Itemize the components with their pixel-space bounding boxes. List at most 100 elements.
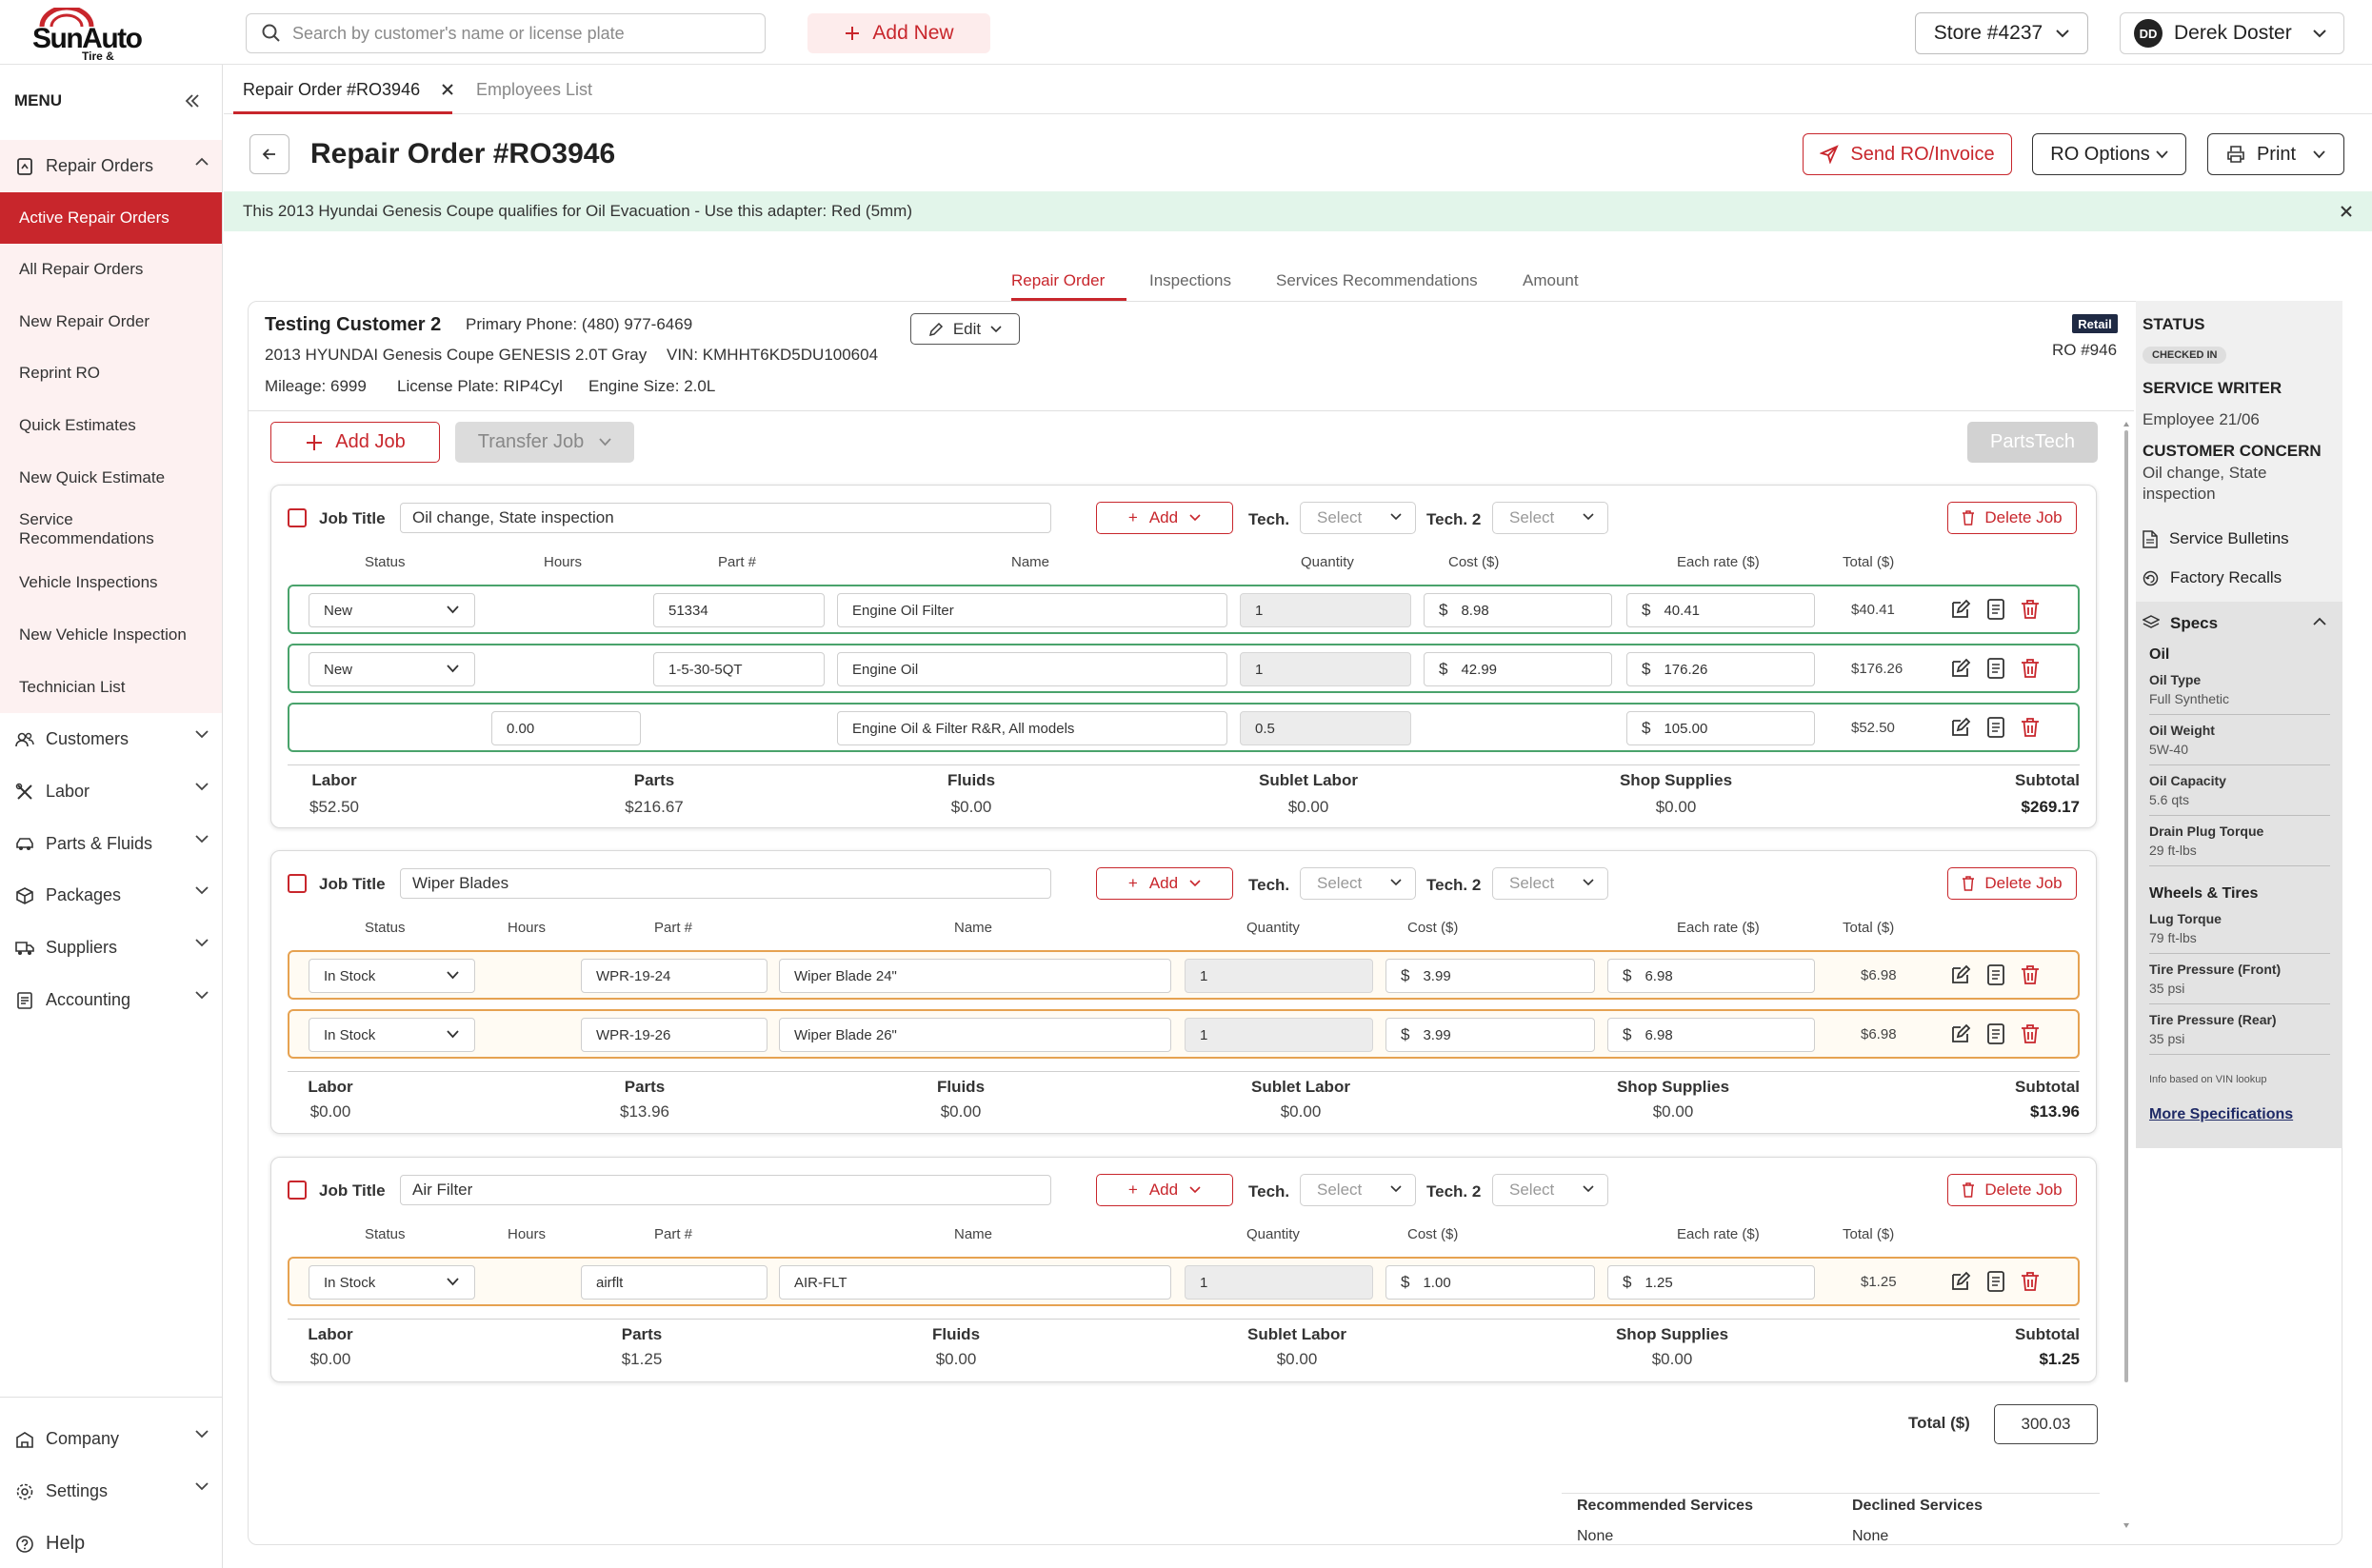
close-icon[interactable] xyxy=(441,83,454,96)
part-name-input[interactable]: Wiper Blade 24" xyxy=(779,959,1171,993)
add-job-button[interactable]: Add Job xyxy=(270,422,440,463)
part-number-input[interactable]: 1-5-30-5QT xyxy=(653,652,825,686)
sidebar-group-customers[interactable]: Customers xyxy=(0,713,222,765)
partstech-button[interactable]: PartsTech xyxy=(1967,422,2098,463)
cost-input[interactable]: $3.99 xyxy=(1385,1018,1595,1052)
edit-icon[interactable] xyxy=(1950,964,1971,985)
notes-icon[interactable] xyxy=(1986,599,2005,620)
tech-select[interactable]: Select xyxy=(1300,1174,1416,1206)
job-checkbox[interactable] xyxy=(288,1181,307,1200)
trash-icon[interactable] xyxy=(2021,658,2040,679)
sidebar-group-accounting[interactable]: Accounting xyxy=(0,974,222,1026)
part-name-input[interactable]: AIR-FLT xyxy=(779,1265,1171,1300)
tab-repair-order[interactable]: Repair Order #RO3946 xyxy=(243,65,454,114)
ro-options-button[interactable]: RO Options xyxy=(2032,133,2186,175)
job-title-input[interactable]: Wiper Blades xyxy=(400,868,1051,899)
quantity-input[interactable]: 1 xyxy=(1240,593,1411,627)
job-checkbox[interactable] xyxy=(288,508,307,527)
edit-icon[interactable] xyxy=(1950,658,1971,679)
job-checkbox[interactable] xyxy=(288,874,307,893)
each-rate-input[interactable]: $105.00 xyxy=(1626,711,1815,745)
part-number-input[interactable]: airflt xyxy=(581,1265,767,1300)
quantity-input[interactable]: 1 xyxy=(1185,959,1373,993)
main-scrollbar[interactable] xyxy=(2123,419,2130,1533)
sidebar-item-technician-list[interactable]: Technician List xyxy=(19,678,126,696)
sidebar-group-labor[interactable]: Labor xyxy=(0,765,222,818)
sidebar-group-company[interactable]: Company xyxy=(0,1413,222,1465)
tab-employees-list[interactable]: Employees List xyxy=(476,65,592,114)
notes-icon[interactable] xyxy=(1986,1023,2005,1044)
print-button[interactable]: Print xyxy=(2207,133,2344,175)
trash-icon[interactable] xyxy=(2021,599,2040,620)
edit-icon[interactable] xyxy=(1950,1271,1971,1292)
delete-job-button[interactable]: Delete Job xyxy=(1947,1174,2077,1206)
notes-icon[interactable] xyxy=(1986,964,2005,985)
hours-input[interactable]: 0.00 xyxy=(491,711,641,745)
quantity-input[interactable]: 1 xyxy=(1185,1265,1373,1300)
add-item-button[interactable]: + Add xyxy=(1096,1174,1233,1206)
sidebar-item-new-vehicle-inspection[interactable]: New Vehicle Inspection xyxy=(19,625,187,644)
service-bulletins-link[interactable]: Service Bulletins xyxy=(2143,529,2289,548)
quantity-input[interactable]: 0.5 xyxy=(1240,711,1411,745)
quantity-input[interactable]: 1 xyxy=(1240,652,1411,686)
part-name-input[interactable]: Engine Oil Filter xyxy=(837,593,1227,627)
each-rate-input[interactable]: $40.41 xyxy=(1626,593,1815,627)
tech2-select[interactable]: Select xyxy=(1492,867,1608,900)
edit-customer-button[interactable]: Edit xyxy=(910,313,1020,345)
add-item-button[interactable]: + Add xyxy=(1096,502,1233,534)
each-rate-input[interactable]: $6.98 xyxy=(1607,1018,1815,1052)
sidebar-item-service-recommendations[interactable]: Service Recommendations xyxy=(19,510,154,547)
trash-icon[interactable] xyxy=(2021,1271,2040,1292)
tab-inspections[interactable]: Inspections xyxy=(1149,271,1231,289)
sidebar-group-repair-orders[interactable]: Repair Orders xyxy=(0,140,222,192)
tech-select[interactable]: Select xyxy=(1300,502,1416,534)
status-select[interactable]: In Stock xyxy=(309,959,475,993)
specs-header[interactable]: Specs xyxy=(2136,602,2342,644)
cost-input[interactable]: $8.98 xyxy=(1424,593,1612,627)
labor-name-input[interactable]: Engine Oil & Filter R&R, All models xyxy=(837,711,1227,745)
notes-icon[interactable] xyxy=(1986,717,2005,738)
notes-icon[interactable] xyxy=(1986,658,2005,679)
notes-icon[interactable] xyxy=(1986,1271,2005,1292)
status-select[interactable]: New xyxy=(309,652,475,686)
tech2-select[interactable]: Select xyxy=(1492,1174,1608,1206)
sidebar-group-packages[interactable]: Packages xyxy=(0,869,222,922)
back-button[interactable] xyxy=(249,134,289,174)
cost-input[interactable]: $3.99 xyxy=(1385,959,1595,993)
part-number-input[interactable]: 51334 xyxy=(653,593,825,627)
sidebar-group-parts-fluids[interactable]: Parts & Fluids xyxy=(0,818,222,870)
cost-input[interactable]: $42.99 xyxy=(1424,652,1612,686)
sidebar-item-all-repair-orders[interactable]: All Repair Orders xyxy=(19,260,144,278)
tab-amount[interactable]: Amount xyxy=(1523,271,1579,289)
add-item-button[interactable]: + Add xyxy=(1096,867,1233,900)
quantity-input[interactable]: 1 xyxy=(1185,1018,1373,1052)
add-new-button[interactable]: Add New xyxy=(807,13,990,53)
more-specifications-link[interactable]: More Specifications xyxy=(2149,1106,2294,1122)
factory-recalls-link[interactable]: Factory Recalls xyxy=(2143,568,2282,587)
job-title-input[interactable]: Air Filter xyxy=(400,1175,1051,1205)
each-rate-input[interactable]: $1.25 xyxy=(1607,1265,1815,1300)
close-icon[interactable] xyxy=(2340,205,2353,218)
logo[interactable]: SunAuto Tire & Service xyxy=(29,8,152,76)
delete-job-button[interactable]: Delete Job xyxy=(1947,867,2077,900)
tech2-select[interactable]: Select xyxy=(1492,502,1608,534)
delete-job-button[interactable]: Delete Job xyxy=(1947,502,2077,534)
part-name-input[interactable]: Wiper Blade 26" xyxy=(779,1018,1171,1052)
trash-icon[interactable] xyxy=(2021,1023,2040,1044)
user-menu[interactable]: DD Derek Doster xyxy=(2120,12,2344,54)
search-box[interactable] xyxy=(246,13,766,53)
collapse-sidebar-icon[interactable] xyxy=(185,89,200,114)
each-rate-input[interactable]: $176.26 xyxy=(1626,652,1815,686)
part-name-input[interactable]: Engine Oil xyxy=(837,652,1227,686)
sidebar-group-suppliers[interactable]: Suppliers xyxy=(0,922,222,974)
tech-select[interactable]: Select xyxy=(1300,867,1416,900)
edit-icon[interactable] xyxy=(1950,1023,1971,1044)
status-select[interactable]: In Stock xyxy=(309,1018,475,1052)
trash-icon[interactable] xyxy=(2021,717,2040,738)
sidebar-item-help[interactable]: Help xyxy=(0,1518,222,1568)
tab-repair-order-details[interactable]: Repair Order xyxy=(1011,271,1106,289)
edit-icon[interactable] xyxy=(1950,717,1971,738)
sidebar-group-settings[interactable]: Settings xyxy=(0,1465,222,1518)
part-number-input[interactable]: WPR-19-26 xyxy=(581,1018,767,1052)
sidebar-item-new-quick-estimate[interactable]: New Quick Estimate xyxy=(19,468,166,486)
